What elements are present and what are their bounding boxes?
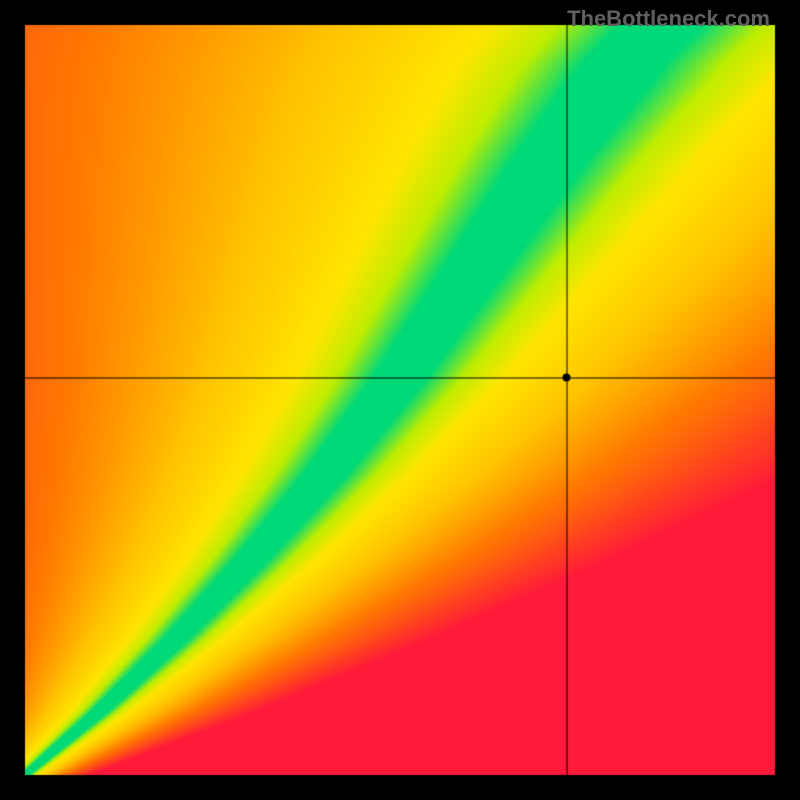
chart-container: TheBottleneck.com [0,0,800,800]
bottleneck-heatmap [0,0,800,800]
watermark-text: TheBottleneck.com [567,6,770,32]
